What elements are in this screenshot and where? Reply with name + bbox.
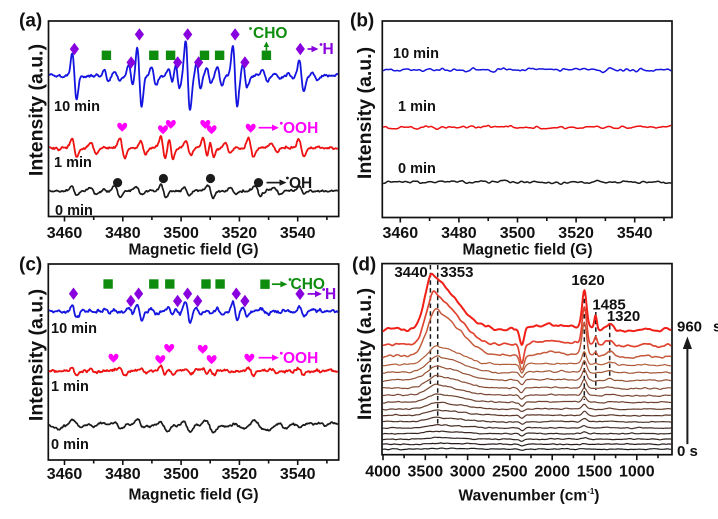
svg-text:OH: OH [289, 175, 312, 192]
svg-text:1485: 1485 [592, 297, 625, 314]
svg-text:Magnetic field (G): Magnetic field (G) [462, 242, 592, 259]
svg-text:1 min: 1 min [54, 155, 92, 171]
svg-text:3440: 3440 [394, 264, 427, 281]
svg-text:0 min: 0 min [55, 203, 93, 219]
svg-text:1620: 1620 [571, 272, 604, 289]
svg-text:1000: 1000 [619, 464, 655, 481]
svg-text:3460: 3460 [47, 225, 83, 242]
svg-text:3500: 3500 [163, 466, 199, 483]
svg-text:4000: 4000 [365, 464, 401, 481]
svg-text:3480: 3480 [105, 225, 141, 242]
svg-text:Intensity (a.u.): Intensity (a.u.) [354, 47, 376, 179]
svg-text:0 min: 0 min [51, 437, 89, 453]
svg-text:OOH: OOH [283, 350, 318, 367]
svg-text:3480: 3480 [105, 466, 141, 483]
svg-text:2500: 2500 [492, 464, 528, 481]
svg-text:0 s: 0 s [677, 443, 698, 460]
svg-text:2000: 2000 [534, 464, 570, 481]
svg-text:3520: 3520 [222, 225, 258, 242]
svg-text:10 min: 10 min [54, 99, 100, 115]
svg-text:Intensity (a.u.): Intensity (a.u.) [26, 44, 48, 176]
svg-text:10 min: 10 min [393, 46, 439, 62]
svg-text:CHO: CHO [291, 276, 325, 293]
svg-text:(c): (c) [19, 255, 42, 276]
svg-text:3520: 3520 [558, 225, 594, 242]
svg-text:3540: 3540 [280, 225, 316, 242]
svg-text:3500: 3500 [163, 225, 199, 242]
svg-text:960: 960 [677, 319, 702, 336]
svg-text:Wavenumber (cm-1): Wavenumber (cm-1) [459, 487, 600, 505]
svg-text:3540: 3540 [617, 225, 653, 242]
svg-text:3480: 3480 [441, 225, 477, 242]
svg-text:3540: 3540 [280, 466, 316, 483]
svg-text:1320: 1320 [607, 308, 640, 325]
svg-text:3460: 3460 [383, 225, 419, 242]
svg-text:OOH: OOH [283, 120, 318, 137]
svg-text:3000: 3000 [450, 464, 486, 481]
svg-text:Magnetic field (G): Magnetic field (G) [128, 242, 258, 259]
svg-text:H: H [323, 41, 334, 58]
svg-text:3500: 3500 [408, 464, 444, 481]
svg-text:1500: 1500 [577, 464, 613, 481]
svg-text:3460: 3460 [47, 466, 83, 483]
svg-text:(d): (d) [352, 255, 376, 276]
svg-text:3520: 3520 [222, 466, 258, 483]
svg-text:10 min: 10 min [51, 321, 97, 337]
svg-text:0 min: 0 min [398, 161, 436, 177]
svg-text:(b): (b) [350, 11, 374, 32]
svg-text:(a): (a) [19, 11, 42, 32]
svg-text:s: s [713, 319, 718, 336]
svg-text:3500: 3500 [500, 225, 536, 242]
svg-text:Intensity (a.u.): Intensity (a.u.) [354, 288, 376, 420]
svg-text:1 min: 1 min [398, 99, 436, 115]
svg-text:H: H [325, 286, 336, 303]
svg-text:CHO: CHO [253, 25, 287, 42]
svg-text:1 min: 1 min [51, 379, 89, 395]
svg-text:Intensity (a.u.): Intensity (a.u.) [26, 289, 48, 421]
svg-text:3353: 3353 [440, 264, 473, 281]
svg-text:Magnetic field (G): Magnetic field (G) [128, 487, 258, 504]
